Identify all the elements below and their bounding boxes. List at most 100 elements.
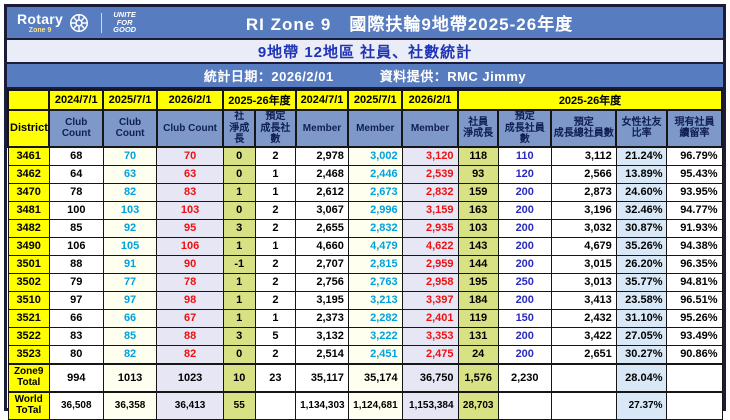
- table-cell: 2,673: [347, 182, 403, 202]
- table-cell: 2,832: [401, 182, 459, 202]
- table-cell: 4,479: [347, 236, 403, 256]
- district-row-3521: 3521 66 66 67 1 1 2,373 2,282 2,401 119 150 2,432 31…: [7, 308, 723, 328]
- group-header-4: 2025-26年度: [222, 89, 297, 111]
- table-cell: 2,468: [295, 164, 349, 184]
- column-header-10: 預定 成長社員數: [497, 109, 553, 148]
- table-cell: 1: [254, 182, 297, 202]
- logo-divider: [101, 12, 103, 33]
- table-cell: 3461: [7, 146, 50, 166]
- table-cell: 80: [48, 344, 104, 364]
- table-cell: 77: [102, 272, 158, 292]
- table-cell: 195: [457, 272, 499, 292]
- zone9-total-label: Zone9 Total: [7, 362, 50, 392]
- table-cell: 144: [457, 254, 499, 274]
- table-cell: 30.87%: [615, 218, 668, 238]
- table-cell: 3501: [7, 254, 50, 274]
- table-cell: 3: [222, 218, 256, 238]
- table-cell: 95.43%: [666, 164, 723, 184]
- column-header-8: Member: [401, 109, 460, 148]
- brand-name: Rotary: [17, 10, 64, 27]
- group-header-2: 2025/7/1: [102, 89, 158, 111]
- table-cell: 110: [497, 146, 552, 166]
- table-cell: 3,032: [550, 218, 617, 238]
- table-cell: 3,067: [295, 200, 349, 220]
- table-cell: 96.51%: [666, 290, 723, 310]
- table-cell: 3523: [7, 344, 50, 364]
- district-row-3482: 3482 85 92 95 3 2 2,655 2,832 2,935 103 200 3,032 30…: [7, 218, 723, 238]
- table-cell: 200: [497, 326, 552, 346]
- statistics-table-wrap: 2024/7/1 2025/7/1 2026/2/1 2025-26年度 2024/7/…: [6, 89, 724, 420]
- table-cell: 28.04%: [615, 362, 668, 392]
- table-cell: 23.58%: [615, 290, 668, 310]
- table-body: 3461 68 70 70 0 2 2,978 3,002 3,120 118 110 3,112 21…: [7, 146, 723, 420]
- table-cell: 2,446: [347, 164, 403, 184]
- table-cell: 92: [102, 218, 158, 238]
- table-cell: 994: [48, 362, 104, 392]
- table-cell: 0: [222, 200, 256, 220]
- column-header-1: Club Count: [48, 109, 105, 148]
- table-cell: 70: [102, 146, 158, 166]
- rotary-zone9-logo: Rotary Zone 9 UNITE FOR GOOD: [17, 10, 136, 35]
- table-cell: [666, 362, 723, 392]
- table-cell: 1: [254, 164, 297, 184]
- table-cell: 2: [254, 146, 297, 166]
- data-provider: 資料提供：RMC Jimmy: [379, 69, 527, 84]
- brand-zone-label: Zone 9: [28, 26, 52, 34]
- table-cell: 2,832: [347, 218, 403, 238]
- table-cell: 91: [102, 254, 158, 274]
- table-cell: 78: [48, 182, 104, 202]
- table-cell: 97: [48, 290, 104, 310]
- table-cell: 93: [457, 164, 499, 184]
- district-row-3470: 3470 78 82 83 1 1 2,612 2,673 2,832 159 200 2,873 24…: [7, 182, 723, 202]
- table-cell: 82: [102, 182, 158, 202]
- table-cell: 0: [222, 146, 256, 166]
- group-header-0: [6, 89, 51, 111]
- district-row-3461: 3461 68 70 70 0 2 2,978 3,002 3,120 118 110 3,112 21…: [7, 146, 723, 166]
- stat-date: 統計日期：2026/2/01: [203, 69, 334, 84]
- table-cell: 3521: [7, 308, 50, 328]
- table-cell: 2,514: [295, 344, 349, 364]
- table-cell: 27.05%: [615, 326, 668, 346]
- table-cell: 2,451: [347, 344, 403, 364]
- table-cell: 106: [48, 236, 104, 256]
- table-cell: 200: [497, 290, 552, 310]
- table-cell: 24.60%: [615, 182, 668, 202]
- table-head: 2024/7/1 2025/7/1 2026/2/1 2025-26年度 2024/7/…: [6, 89, 724, 148]
- table-cell: 3,159: [401, 200, 459, 220]
- table-cell: 79: [48, 272, 104, 292]
- column-header-3: Club Count: [155, 109, 225, 148]
- table-cell: 1: [222, 236, 256, 256]
- table-cell: 106: [156, 236, 224, 256]
- table-cell: 96.35%: [666, 254, 723, 274]
- table-cell: 2,373: [295, 308, 349, 328]
- table-cell: 2,282: [347, 308, 403, 328]
- table-cell: 70: [156, 146, 224, 166]
- table-cell: 2: [254, 218, 297, 238]
- district-row-3490: 3490 106 105 106 1 1 4,660 4,479 4,622 143 200 4,67…: [7, 236, 723, 256]
- table-cell: 4,679: [550, 236, 617, 256]
- group-header-7: 2026/2/1: [401, 89, 460, 111]
- column-header-6: Member: [294, 109, 350, 148]
- table-cell: 2: [254, 200, 297, 220]
- table-cell: 2,815: [347, 254, 403, 274]
- table-cell: 98: [156, 290, 224, 310]
- table-cell: 85: [102, 326, 158, 346]
- table-cell: 35,174: [347, 362, 403, 392]
- group-header-6: 2025/7/1: [347, 89, 404, 111]
- group-header-1: 2024/7/1: [48, 89, 105, 111]
- table-cell: 0: [222, 164, 256, 184]
- column-header-9: 社員 淨成長: [457, 109, 500, 148]
- table-cell: 2,958: [401, 272, 459, 292]
- district-row-3502: 3502 79 77 78 1 2 2,756 2,763 2,958 195 250 3,013 35…: [7, 272, 723, 292]
- table-cell: -1: [222, 254, 256, 274]
- table-cell: 83: [156, 182, 224, 202]
- table-cell: 119: [457, 308, 499, 328]
- table-cell: 2,873: [550, 182, 617, 202]
- table-cell: 3482: [7, 218, 50, 238]
- table-cell: 5: [254, 326, 297, 346]
- table-cell: 1: [222, 290, 256, 310]
- rotary-wheel-icon: [70, 13, 89, 32]
- table-cell: 78: [156, 272, 224, 292]
- table-cell: 35,117: [295, 362, 349, 392]
- table-cell: 1,576: [457, 362, 499, 392]
